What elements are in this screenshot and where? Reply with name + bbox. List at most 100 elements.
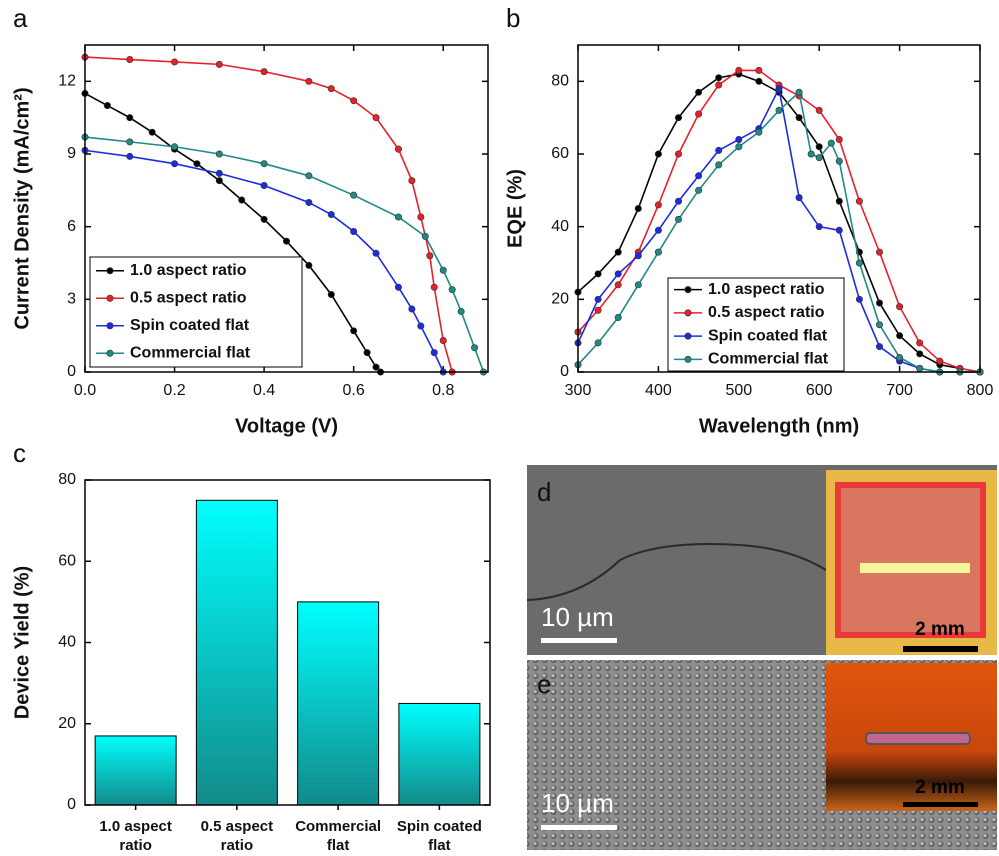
marker: [439, 337, 447, 345]
marker: [171, 160, 179, 168]
marker: [634, 205, 642, 213]
legend-swatch: [684, 355, 692, 363]
legend-swatch: [106, 267, 114, 275]
marker: [936, 357, 944, 365]
bar: [398, 702, 481, 806]
marker: [634, 252, 642, 260]
series-line: [84, 136, 485, 373]
marker: [674, 150, 682, 158]
marker: [835, 226, 843, 234]
marker: [171, 58, 179, 66]
marker: [916, 339, 924, 347]
x-tick-label: 0.0: [74, 382, 96, 399]
marker: [654, 201, 662, 209]
y-tick-label: 60: [58, 552, 76, 569]
inset-electrode: [865, 732, 971, 745]
marker: [408, 177, 416, 185]
marker: [835, 197, 843, 205]
scale-bar-label: 10 µm: [541, 788, 614, 818]
marker: [815, 223, 823, 231]
panel-label: a: [13, 3, 28, 33]
marker: [715, 161, 723, 169]
panel-label: b: [506, 3, 520, 33]
marker: [775, 106, 783, 114]
marker: [715, 81, 723, 89]
marker: [193, 160, 201, 168]
marker: [417, 213, 425, 221]
marker: [305, 261, 313, 269]
marker: [594, 270, 602, 278]
marker: [674, 215, 682, 223]
marker: [430, 283, 438, 291]
y-tick-label: 9: [67, 145, 76, 162]
marker: [594, 295, 602, 303]
marker: [327, 211, 335, 219]
marker: [594, 339, 602, 347]
marker: [215, 169, 223, 177]
x-tick-label: 600: [806, 382, 833, 399]
marker: [715, 74, 723, 82]
x-tick-label: 0.4: [253, 382, 275, 399]
marker: [695, 110, 703, 118]
crack: [526, 543, 827, 601]
panel-label: d: [537, 477, 551, 507]
legend-label: Spin coated flat: [708, 327, 828, 344]
marker: [305, 172, 313, 180]
marker: [394, 283, 402, 291]
y-axis-label: EQE (%): [504, 169, 526, 248]
marker: [614, 281, 622, 289]
series-line: [84, 56, 453, 373]
plot-frame: [577, 44, 981, 373]
marker: [215, 60, 223, 68]
y-axis-label: Device Yield (%): [11, 566, 33, 719]
y-tick-label: 12: [58, 73, 76, 90]
marker: [363, 349, 371, 357]
marker: [795, 88, 803, 96]
marker: [350, 228, 358, 236]
legend-label: Commercial flat: [708, 351, 829, 368]
marker: [457, 307, 465, 315]
x-axis-label: Wavelength (nm): [699, 415, 859, 437]
inset-scale-bar: [903, 646, 978, 652]
marker: [695, 172, 703, 180]
x-tick-label: Spin coated flat: [396, 818, 482, 854]
marker: [735, 143, 743, 151]
marker: [350, 327, 358, 335]
marker: [439, 266, 447, 274]
marker: [715, 146, 723, 154]
marker: [327, 290, 335, 298]
y-tick-label: 80: [551, 73, 569, 90]
marker: [875, 343, 883, 351]
marker: [875, 248, 883, 256]
y-tick-label: 60: [551, 145, 569, 162]
scale-bar-label: 10 µm: [541, 602, 614, 632]
panel-label: e: [537, 669, 551, 699]
marker: [305, 77, 313, 85]
marker: [807, 150, 815, 158]
scale-bar: [541, 638, 617, 643]
inset-scale-bar: [903, 802, 978, 807]
marker: [327, 85, 335, 93]
marker: [916, 364, 924, 372]
series-line: [84, 92, 382, 373]
marker: [875, 321, 883, 329]
marker: [654, 150, 662, 158]
marker: [775, 85, 783, 93]
y-tick-label: 6: [67, 218, 76, 235]
legend-label: 0.5 aspect ratio: [708, 304, 825, 321]
x-tick-label: 0.8: [432, 382, 454, 399]
marker: [417, 322, 425, 330]
y-tick-label: 40: [58, 634, 76, 651]
marker: [695, 186, 703, 194]
marker: [855, 197, 863, 205]
marker: [103, 102, 111, 110]
plot-frame: [84, 479, 491, 806]
marker: [815, 143, 823, 151]
legend-swatch: [684, 309, 692, 317]
marker: [215, 150, 223, 158]
marker: [695, 88, 703, 96]
marker: [408, 305, 416, 313]
inset-sample: [835, 482, 986, 638]
bar: [94, 735, 177, 806]
